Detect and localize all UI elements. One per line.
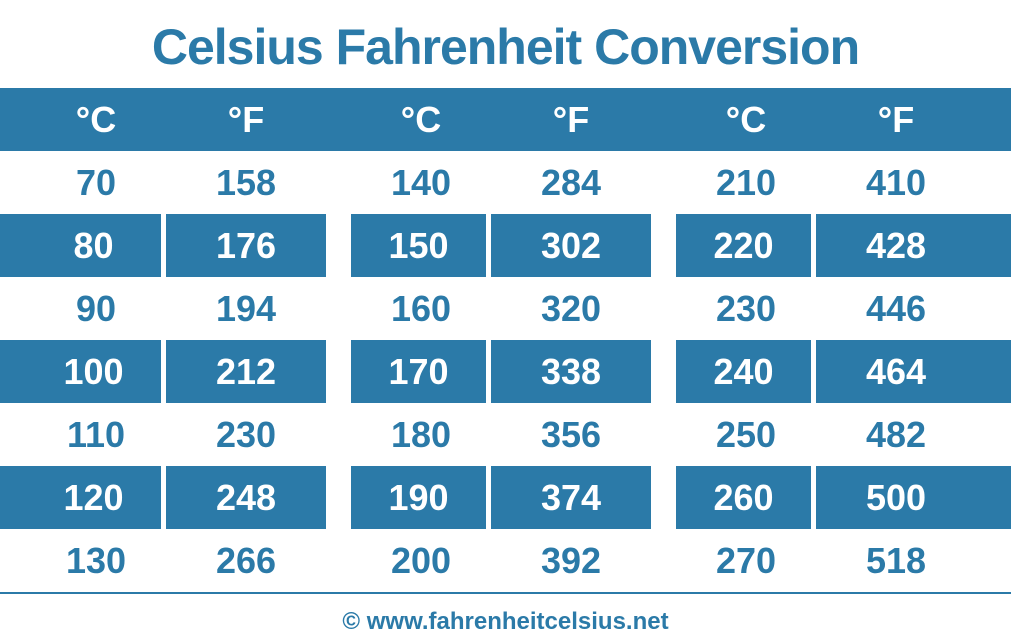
cell-f-1-0: 176 — [166, 214, 326, 277]
cell-f-5-2: 500 — [816, 466, 976, 529]
table-row: 120248 190374 260500 — [0, 466, 1011, 529]
cell-c-3-2: 240 — [676, 340, 811, 403]
cell-c-1-0: 80 — [26, 214, 161, 277]
table-row: 100212 170338 240464 — [0, 340, 1011, 403]
cell-f-2-2: 446 — [816, 277, 976, 340]
cell-f-0-2: 410 — [816, 151, 976, 214]
table-row: 80176 150302 220428 — [0, 214, 1011, 277]
cell-c-3-1: 170 — [351, 340, 486, 403]
filler — [326, 529, 351, 592]
cell-c-2-0: 90 — [26, 277, 166, 340]
conversion-chart: Celsius Fahrenheit Conversion °C°F°C°F°C… — [0, 0, 1011, 636]
cell-c-5-2: 260 — [676, 466, 811, 529]
cell-f-3-0: 212 — [166, 340, 326, 403]
filler — [651, 88, 676, 151]
filler — [0, 529, 26, 592]
filler — [326, 214, 351, 277]
cell-hdr-c-0: °C — [26, 88, 166, 151]
cell-c-6-0: 130 — [26, 529, 166, 592]
cell-c-5-1: 190 — [351, 466, 486, 529]
cell-c-0-0: 70 — [26, 151, 166, 214]
cell-c-6-2: 270 — [676, 529, 816, 592]
filler — [0, 277, 26, 340]
filler — [976, 277, 1011, 340]
cell-c-4-1: 180 — [351, 403, 491, 466]
cell-hdr-f-2: °F — [816, 88, 976, 151]
cell-f-3-2: 464 — [816, 340, 976, 403]
cell-hdr-c-2: °C — [676, 88, 816, 151]
cell-f-3-1: 338 — [491, 340, 651, 403]
cell-c-2-1: 160 — [351, 277, 491, 340]
cell-f-4-0: 230 — [166, 403, 326, 466]
filler — [651, 151, 676, 214]
filler — [976, 88, 1011, 151]
filler — [326, 151, 351, 214]
cell-f-1-1: 302 — [491, 214, 651, 277]
filler — [976, 529, 1011, 592]
filler — [651, 403, 676, 466]
filler — [326, 277, 351, 340]
footer-credit: © www.fahrenheitcelsius.net — [0, 594, 1011, 636]
filler — [976, 403, 1011, 466]
cell-c-6-1: 200 — [351, 529, 491, 592]
filler — [651, 214, 676, 277]
page-title: Celsius Fahrenheit Conversion — [0, 18, 1011, 76]
table-row: 130266 200392 270518 — [0, 529, 1011, 592]
filler — [0, 151, 26, 214]
cell-c-4-0: 110 — [26, 403, 166, 466]
filler — [326, 88, 351, 151]
cell-f-6-2: 518 — [816, 529, 976, 592]
filler — [651, 340, 676, 403]
cell-f-2-0: 194 — [166, 277, 326, 340]
filler — [976, 466, 1011, 529]
filler — [651, 277, 676, 340]
cell-hdr-f-1: °F — [491, 88, 651, 151]
filler — [0, 88, 26, 151]
filler — [976, 151, 1011, 214]
filler — [326, 403, 351, 466]
cell-f-0-1: 284 — [491, 151, 651, 214]
cell-c-2-2: 230 — [676, 277, 816, 340]
cell-f-6-1: 392 — [491, 529, 651, 592]
cell-hdr-c-1: °C — [351, 88, 491, 151]
cell-c-3-0: 100 — [26, 340, 161, 403]
cell-c-4-2: 250 — [676, 403, 816, 466]
filler — [976, 340, 1011, 403]
filler — [976, 214, 1011, 277]
filler — [326, 340, 351, 403]
cell-c-1-2: 220 — [676, 214, 811, 277]
header-row: °C°F°C°F°C°F — [0, 88, 1011, 151]
filler — [326, 466, 351, 529]
cell-c-5-0: 120 — [26, 466, 161, 529]
cell-f-5-1: 374 — [491, 466, 651, 529]
cell-f-1-2: 428 — [816, 214, 976, 277]
table-row: 90194 160320 230446 — [0, 277, 1011, 340]
table-row: 70158 140284 210410 — [0, 151, 1011, 214]
cell-c-0-2: 210 — [676, 151, 816, 214]
cell-f-2-1: 320 — [491, 277, 651, 340]
cell-f-4-2: 482 — [816, 403, 976, 466]
cell-f-5-0: 248 — [166, 466, 326, 529]
filler — [651, 529, 676, 592]
filler — [0, 214, 26, 277]
cell-f-4-1: 356 — [491, 403, 651, 466]
cell-c-1-1: 150 — [351, 214, 486, 277]
cell-hdr-f-0: °F — [166, 88, 326, 151]
cell-f-0-0: 158 — [166, 151, 326, 214]
filler — [0, 466, 26, 529]
conversion-table: °C°F°C°F°C°F7015814028421041080176150302… — [0, 88, 1011, 592]
filler — [0, 340, 26, 403]
table-row: 110230 180356 250482 — [0, 403, 1011, 466]
filler — [651, 466, 676, 529]
cell-f-6-0: 266 — [166, 529, 326, 592]
filler — [0, 403, 26, 466]
cell-c-0-1: 140 — [351, 151, 491, 214]
